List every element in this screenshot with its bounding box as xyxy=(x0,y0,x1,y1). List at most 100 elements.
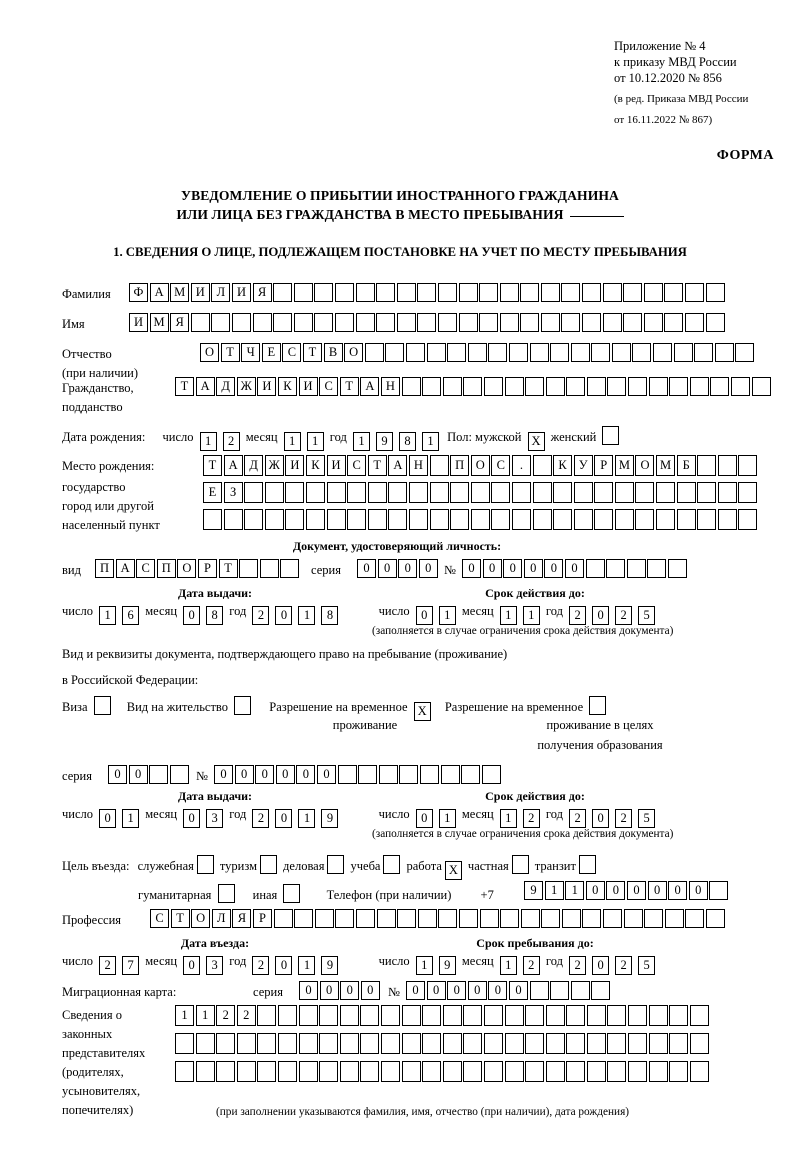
citizenship-cell-21[interactable] xyxy=(586,377,606,396)
birthplace-r3-cell-23[interactable] xyxy=(656,509,676,530)
birthplace-r2-cell-14[interactable] xyxy=(470,482,490,503)
citizenship-cell-5[interactable]: И xyxy=(257,377,277,396)
profession-cell-12[interactable] xyxy=(376,909,396,928)
citizenship-cell-25[interactable] xyxy=(669,377,689,396)
migration-card-number-cell-3[interactable]: 0 xyxy=(447,981,467,1000)
representatives-r3-cell-17[interactable] xyxy=(504,1061,524,1082)
representatives-r1-cell-3[interactable]: 2 xyxy=(216,1005,236,1026)
permit-valid-month-cell-1[interactable]: 1 xyxy=(499,809,517,828)
profession-cell-1[interactable]: С xyxy=(150,909,169,928)
permit-residence-checkbox[interactable] xyxy=(234,696,252,715)
citizenship-cell-22[interactable] xyxy=(607,377,627,396)
birthplace-r1-cell-8[interactable]: С xyxy=(347,455,367,476)
iddoc-valid-year-cell-1[interactable]: 2 xyxy=(569,606,587,625)
iddoc-valid-day-cell-2[interactable]: 1 xyxy=(438,606,456,625)
surname-cell-1[interactable]: Ф xyxy=(129,283,148,302)
representatives-r3-cell-23[interactable] xyxy=(628,1061,648,1082)
permit-number-cell-8[interactable] xyxy=(358,765,378,784)
birthplace-r2-cell-26[interactable] xyxy=(717,482,737,503)
profession-cell-23[interactable] xyxy=(603,909,623,928)
birthplace-r3-cell-11[interactable] xyxy=(408,509,428,530)
representatives-r1-cell-7[interactable] xyxy=(298,1005,318,1026)
migration-card-number-cell-7[interactable] xyxy=(529,981,549,1000)
patronymic-cell-1[interactable]: О xyxy=(200,343,219,362)
birthplace-r3-cell-6[interactable] xyxy=(305,509,325,530)
birthplace-r2-cell-15[interactable] xyxy=(491,482,511,503)
iddoc-kind-cell-6[interactable]: Р xyxy=(197,559,217,578)
patronymic-cell-13[interactable] xyxy=(447,343,467,362)
representatives-r3-cell-1[interactable] xyxy=(175,1061,194,1082)
iddoc-issue-day-cell-1[interactable]: 1 xyxy=(99,606,117,625)
citizenship-cell-23[interactable] xyxy=(628,377,648,396)
birthplace-r3-cell-9[interactable] xyxy=(367,509,387,530)
iddoc-series-cell-2[interactable]: 0 xyxy=(377,559,397,578)
firstname-cell-7[interactable] xyxy=(252,313,272,332)
representatives-r3-cell-22[interactable] xyxy=(607,1061,627,1082)
firstname-cell-28[interactable] xyxy=(685,313,705,332)
representatives-r3-cell-14[interactable] xyxy=(442,1061,462,1082)
representatives-r3-cell-18[interactable] xyxy=(525,1061,545,1082)
birthplace-r2-cell-22[interactable] xyxy=(635,482,655,503)
iddoc-series-cell-4[interactable]: 0 xyxy=(418,559,438,578)
representatives-r1-cell-9[interactable] xyxy=(339,1005,359,1026)
entry-year-cell-1[interactable]: 2 xyxy=(252,956,270,975)
stay-year-cell-1[interactable]: 2 xyxy=(569,956,587,975)
profession-cell-4[interactable]: Л xyxy=(211,909,231,928)
firstname-cell-10[interactable] xyxy=(314,313,334,332)
representatives-r3-cell-25[interactable] xyxy=(669,1061,689,1082)
iddoc-number-cell-6[interactable]: 0 xyxy=(564,559,584,578)
firstname-cell-29[interactable] xyxy=(705,313,725,332)
citizenship-cell-18[interactable] xyxy=(525,377,545,396)
purpose-option-checkbox-4[interactable] xyxy=(383,855,401,874)
patronymic-cell-6[interactable]: Т xyxy=(302,343,322,362)
phone-cell-5[interactable]: 0 xyxy=(606,881,626,900)
representatives-r1-cell-10[interactable] xyxy=(360,1005,380,1026)
iddoc-issue-year-cell-3[interactable]: 1 xyxy=(298,606,316,625)
phone-cell-7[interactable]: 0 xyxy=(647,881,667,900)
birthplace-r2-cell-7[interactable] xyxy=(326,482,346,503)
patronymic-cell-24[interactable] xyxy=(673,343,693,362)
birthplace-r2-cell-8[interactable] xyxy=(347,482,367,503)
birthplace-r1-cell-5[interactable]: И xyxy=(285,455,305,476)
representatives-r2-cell-26[interactable] xyxy=(689,1033,709,1054)
representatives-r3-cell-26[interactable] xyxy=(689,1061,709,1082)
patronymic-cell-9[interactable] xyxy=(364,343,384,362)
stay-year-cell-4[interactable]: 5 xyxy=(638,956,656,975)
birth-day-cell-2[interactable]: 2 xyxy=(222,432,240,451)
firstname-cell-27[interactable] xyxy=(664,313,684,332)
purpose-option-checkbox-3[interactable] xyxy=(327,855,345,874)
phone-cell-2[interactable]: 1 xyxy=(544,881,564,900)
phone-cell-6[interactable]: 0 xyxy=(626,881,646,900)
permit-number-cell-3[interactable]: 0 xyxy=(255,765,275,784)
representatives-r2-cell-20[interactable] xyxy=(566,1033,586,1054)
iddoc-number-cell-9[interactable] xyxy=(626,559,646,578)
representatives-cells-row-3[interactable] xyxy=(175,1061,710,1082)
birthplace-r1-cell-7[interactable]: И xyxy=(326,455,346,476)
birthplace-r3-cell-1[interactable] xyxy=(203,509,222,530)
birthplace-r2-cell-5[interactable] xyxy=(285,482,305,503)
birthplace-r1-cell-22[interactable]: О xyxy=(635,455,655,476)
permit-number-cell-1[interactable]: 0 xyxy=(214,765,233,784)
citizenship-cell-29[interactable] xyxy=(751,377,771,396)
citizenship-cell-1[interactable]: Т xyxy=(175,377,194,396)
representatives-r1-cell-23[interactable] xyxy=(628,1005,648,1026)
birthplace-r1-cell-12[interactable] xyxy=(429,455,449,476)
profession-cell-16[interactable] xyxy=(458,909,478,928)
birthplace-r3-cell-17[interactable] xyxy=(532,509,552,530)
patronymic-cell-19[interactable] xyxy=(570,343,590,362)
surname-cell-16[interactable] xyxy=(437,283,457,302)
birthplace-cells-row-3[interactable] xyxy=(203,509,759,530)
birthplace-r1-cell-24[interactable]: Б xyxy=(676,455,696,476)
profession-cell-17[interactable] xyxy=(479,909,499,928)
patronymic-cell-26[interactable] xyxy=(714,343,734,362)
patronymic-cell-11[interactable] xyxy=(405,343,425,362)
entry-month-cell-1[interactable]: 0 xyxy=(183,956,201,975)
purpose-other-checkbox[interactable] xyxy=(283,884,301,903)
firstname-cell-16[interactable] xyxy=(437,313,457,332)
patronymic-cell-3[interactable]: Ч xyxy=(241,343,261,362)
representatives-r3-cell-12[interactable] xyxy=(401,1061,421,1082)
entry-year-cell-3[interactable]: 1 xyxy=(298,956,316,975)
